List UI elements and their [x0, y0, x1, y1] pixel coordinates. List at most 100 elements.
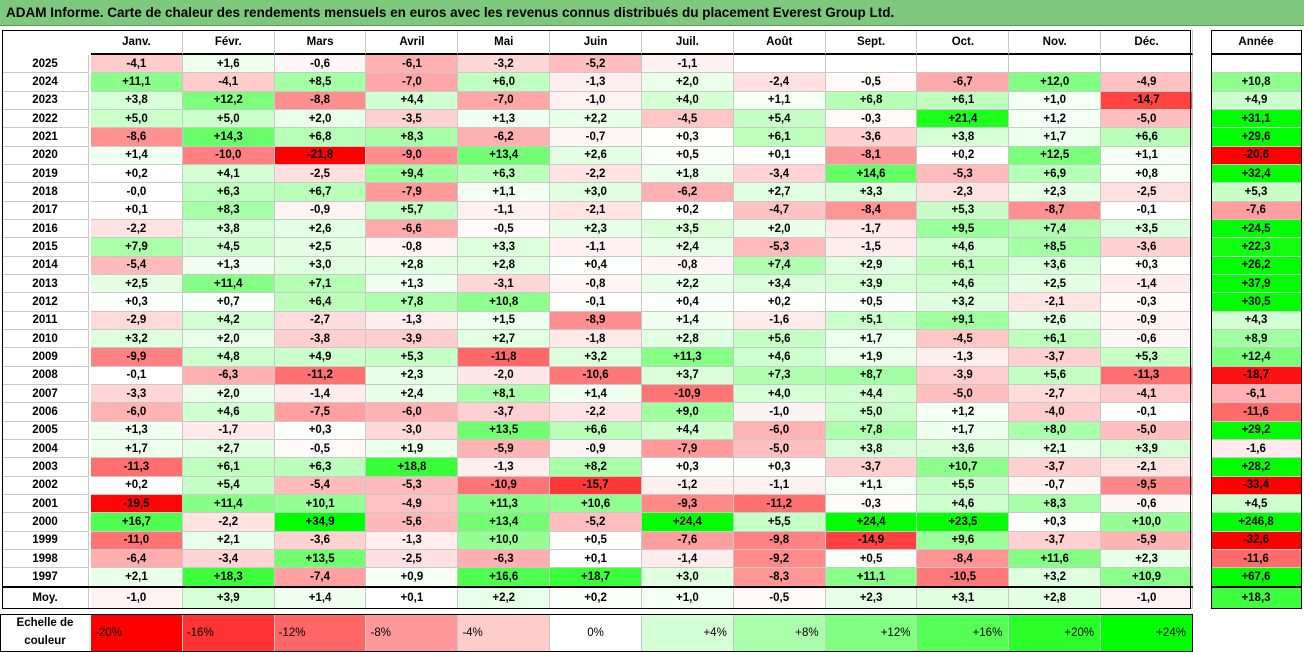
heatmap-cell: -0,8 [641, 256, 734, 275]
heatmap-cell: +0,2 [917, 146, 1010, 165]
heatmap-cell: +12,5 [1009, 146, 1102, 165]
year-label: 2023 [2, 91, 89, 110]
heatmap-cell: -9,5 [1101, 476, 1193, 495]
heatmap-cell: +0,3 [1101, 256, 1193, 275]
heatmap-cell: +1,7 [825, 329, 918, 349]
heatmap-cell: -1,3 [550, 73, 642, 92]
average-cell: +3,9 [182, 587, 275, 609]
heatmap-cell: -3,7 [458, 403, 551, 422]
heatmap-cell: +4,2 [182, 311, 275, 330]
year-label: 2020 [2, 146, 89, 165]
heatmap-cell: -0,6 [1101, 494, 1193, 514]
annual-cell: -11,6 [1211, 549, 1302, 569]
heatmap-cell: +14,6 [825, 164, 918, 184]
heatmap-cell: +6,8 [825, 91, 918, 110]
heatmap-cell: -5,0 [917, 384, 1010, 404]
heatmap-cell: -2,2 [91, 219, 183, 239]
heatmap-cell: -6,2 [641, 183, 734, 202]
heatmap-cell: -1,3 [458, 458, 551, 477]
heatmap-cell: +2,3 [1101, 549, 1193, 569]
heatmap-cell: -2,2 [550, 403, 642, 422]
heatmap-cell: -6,0 [366, 403, 459, 422]
heatmap-cell: -1,4 [641, 549, 734, 569]
heatmap-cell: +4,4 [641, 421, 734, 440]
heatmap-cell: -6,0 [91, 403, 183, 422]
heatmap-cell: +5,1 [825, 311, 918, 330]
heatmap-cell: -5,9 [458, 439, 551, 459]
heatmap-cell: -5,3 [733, 238, 826, 257]
year-label: 1999 [2, 531, 89, 550]
heatmap-cell: -2,5 [366, 549, 459, 569]
year-label: 2016 [2, 219, 89, 239]
heatmap-cell: -3,7 [1009, 348, 1102, 367]
heatmap-cell: +9,5 [917, 219, 1010, 239]
heatmap-cell: +6,7 [274, 183, 367, 202]
month-header: Juin [550, 30, 642, 55]
heatmap-cell: +2,5 [91, 274, 183, 294]
heatmap-cell: +2,0 [274, 109, 367, 129]
heatmap-cell: +11,6 [1009, 549, 1102, 569]
annual-cell: +37,9 [1211, 274, 1302, 294]
heatmap-cell: +2,8 [458, 256, 551, 275]
heatmap-cell: +2,1 [182, 531, 275, 550]
heatmap-cell: +23,5 [917, 513, 1010, 532]
heatmap-cell: -0,5 [825, 73, 918, 92]
heatmap-cell: -3,7 [1009, 531, 1102, 550]
heatmap-cell: +0,1 [91, 201, 183, 220]
heatmap-cell: -4,0 [1009, 403, 1102, 422]
heatmap-cell: -3,6 [1101, 238, 1193, 257]
heatmap-cell: +7,3 [733, 366, 826, 385]
year-label: 2012 [2, 293, 89, 312]
heatmap-cell: +7,9 [91, 238, 183, 257]
heatmap-cell: +3,9 [1101, 439, 1193, 459]
heatmap-cell: +5,0 [182, 109, 275, 129]
average-cell: -0,5 [733, 587, 826, 609]
heatmap-cell: -5,3 [917, 164, 1010, 184]
heatmap-cell: -3,6 [825, 128, 918, 147]
heatmap-cell: -0,1 [91, 366, 183, 385]
heatmap-cell: +2,7 [182, 439, 275, 459]
heatmap-cell: +8,0 [1009, 421, 1102, 440]
heatmap-cell: +2,0 [182, 329, 275, 349]
heatmap-cell: +1,6 [182, 55, 275, 74]
heatmap-cell: +2,3 [366, 366, 459, 385]
month-header: Mars [274, 30, 367, 55]
annual-cell: +4,9 [1211, 91, 1302, 110]
heatmap-cell: -5,4 [91, 256, 183, 275]
annual-cell: +31,1 [1211, 109, 1302, 129]
annual-cell: -18,7 [1211, 366, 1302, 385]
heatmap-cell: +3,9 [825, 274, 918, 294]
heatmap-cell: +5,3 [366, 348, 459, 367]
heatmap-cell: -11,8 [458, 348, 551, 367]
heatmap-cell: +1,4 [550, 384, 642, 404]
annual-cell: -11,6 [1211, 403, 1302, 422]
heatmap-cell: +9,1 [917, 311, 1010, 330]
heatmap-cell: +4,8 [182, 348, 275, 367]
heatmap-cell: +8,2 [550, 458, 642, 477]
heatmap-cell: -1,8 [550, 329, 642, 349]
heatmap-cell: -3,5 [366, 109, 459, 129]
year-label: 2011 [2, 311, 89, 330]
heatmap-cell: -1,1 [550, 238, 642, 257]
heatmap-cell: -6,7 [917, 73, 1010, 92]
heatmap-cell: -9,2 [733, 549, 826, 569]
heatmap-cell: +13,5 [458, 421, 551, 440]
annual-cell: +4,5 [1211, 494, 1302, 514]
heatmap-cell: +1,3 [366, 274, 459, 294]
year-label: 2000 [2, 513, 89, 532]
heatmap-cell: +11,4 [182, 274, 275, 294]
heatmap-cell: -11,3 [1101, 366, 1193, 385]
heatmap-cell: +6,1 [1009, 329, 1102, 349]
annual-cell: +26,2 [1211, 256, 1302, 275]
annual-cell [1211, 55, 1302, 74]
heatmap-cell: -7,0 [458, 91, 551, 110]
heatmap-cell: -1,4 [1101, 274, 1193, 294]
heatmap-cell: +24,4 [825, 513, 918, 532]
heatmap-cell: +0,3 [733, 458, 826, 477]
heatmap-cell: +5,5 [917, 476, 1010, 495]
heatmap-cell: -1,6 [733, 311, 826, 330]
heatmap-cell: -0,3 [825, 494, 918, 514]
heatmap-cell: -4,1 [91, 55, 183, 74]
heatmap-cell: +2,5 [274, 238, 367, 257]
heatmap-cell: +13,4 [458, 146, 551, 165]
